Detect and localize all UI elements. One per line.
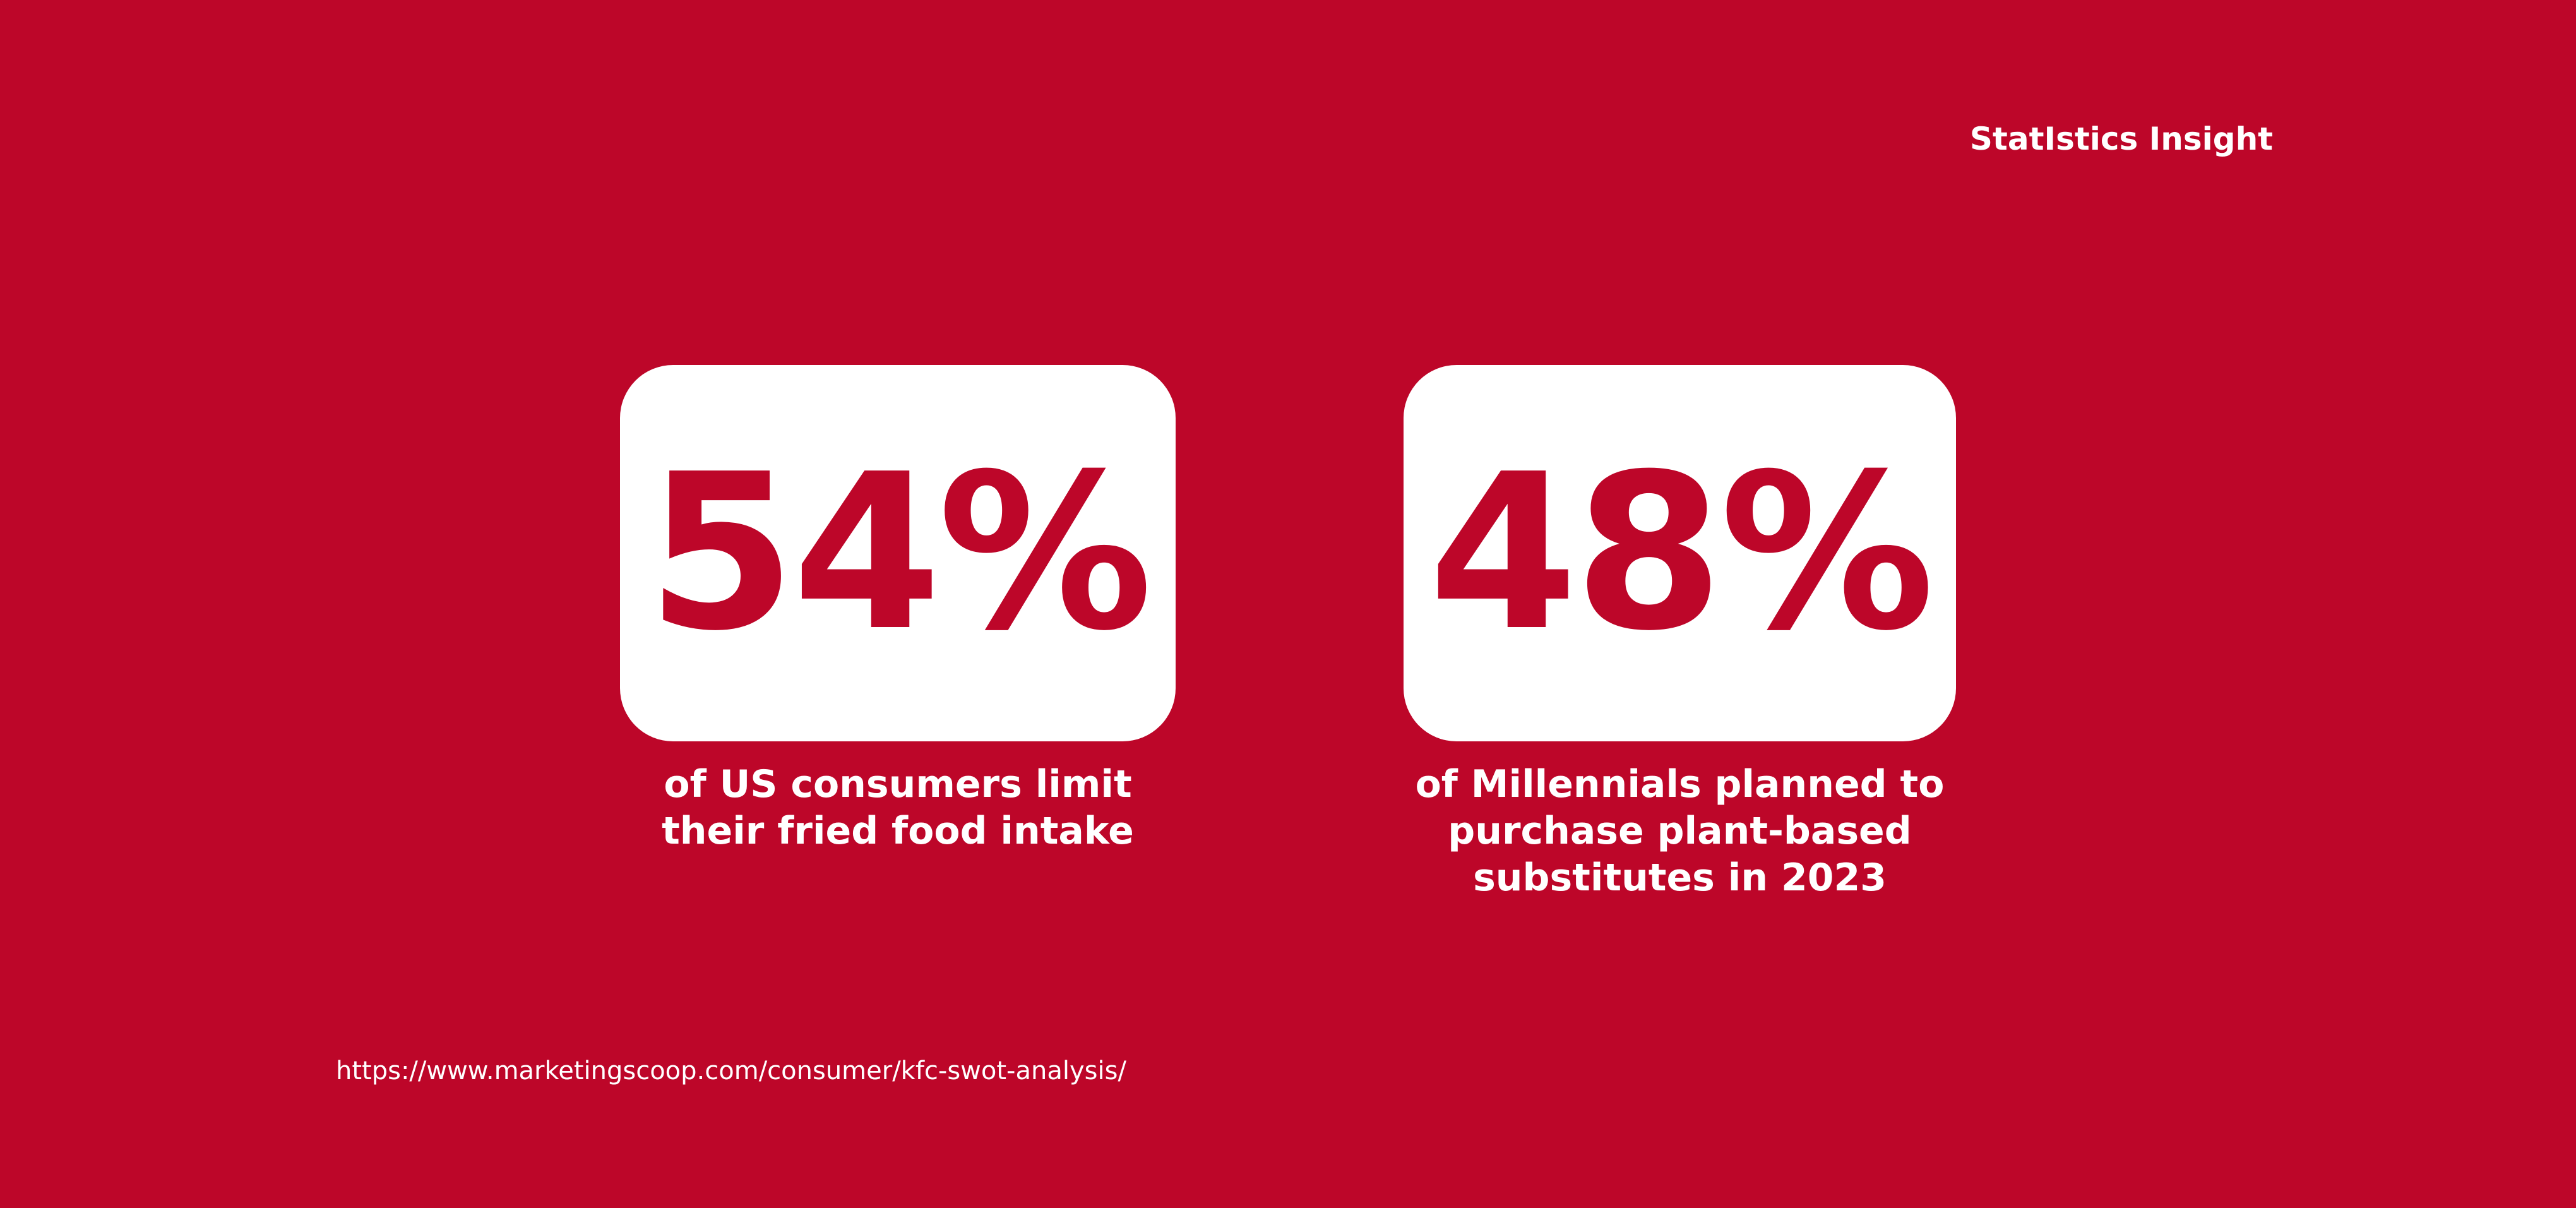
stat-description-line: of US consumers limit — [664, 762, 1132, 806]
stat-description-fried-food: of US consumers limit their fried food i… — [620, 761, 1176, 854]
page-heading: StatIstics Insight — [1969, 121, 2274, 157]
stat-card-fried-food: 54% — [620, 365, 1176, 741]
stat-value: 48% — [1428, 428, 1935, 678]
stat-description-millennials: of Millennials planned to purchase plant… — [1372, 761, 1988, 901]
stat-card-millennials: 48% — [1404, 365, 1956, 741]
stat-description-line: purchase plant-based — [1448, 809, 1912, 853]
stat-description-line: their fried food intake — [662, 809, 1134, 853]
stat-description-line: substitutes in 2023 — [1473, 856, 1887, 900]
stat-value: 54% — [647, 428, 1153, 678]
source-url: https://www.marketingscoop.com/consumer/… — [336, 1056, 1126, 1085]
stat-description-line: of Millennials planned to — [1415, 762, 1945, 806]
